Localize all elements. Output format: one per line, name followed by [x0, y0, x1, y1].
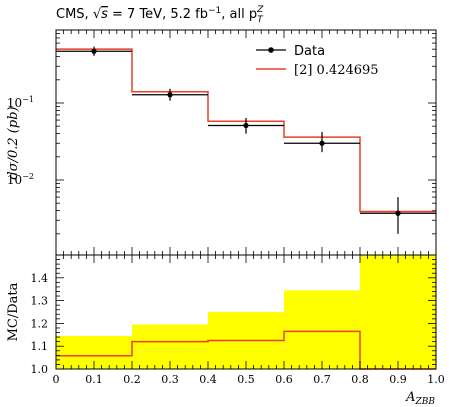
ratio-y-tick-label: 1.4: [31, 272, 49, 285]
data-point: [91, 48, 97, 54]
legend: Data [2] 0.424695: [256, 44, 379, 78]
x-tick-label: 0.1: [85, 373, 103, 386]
x-tick-label: 0: [53, 373, 60, 386]
ratio-line: [56, 330, 436, 370]
data-point: [243, 122, 249, 129]
ratio-y-tick-label: 1.1: [31, 340, 49, 353]
x-tick-label: 0.7: [313, 373, 331, 386]
ratio-plot: 1.0 1.1 1.2 1.3 1.4 0 0.1 0.2 0.3 0.4 0.5 0.6 0.7 0.8…: [31, 254, 445, 386]
data-point: [395, 210, 401, 216]
x-tick-label: 0.9: [389, 373, 407, 386]
x-tick-label: 0.5: [237, 373, 255, 386]
y-tick-label: 10−1: [7, 95, 34, 110]
uncertainty-band: [360, 255, 436, 369]
legend-data-label: Data: [294, 44, 325, 59]
ratio-y-tick-label: 1.2: [31, 317, 49, 330]
legend-data-marker-dot: [268, 47, 274, 53]
x-tick-label: 0.3: [161, 373, 179, 386]
data-point: [319, 140, 325, 146]
x-axis-label: AZBB: [405, 390, 435, 407]
ratio-y-tick-label: 1.3: [31, 295, 49, 308]
y-tick-label: 10−2: [7, 172, 34, 187]
main-y-axis-label: dσ/0.2 (pb): [6, 106, 21, 179]
x-tick-label: 0.4: [199, 373, 217, 386]
uncertainty-band: [284, 290, 360, 369]
data-point: [167, 92, 173, 98]
x-tick-label: 0.8: [351, 373, 369, 386]
chart-title: CMS, √s = 7 TeV, 5.2 fb−1, all pZ T: [56, 5, 264, 25]
x-tick-label: 1.0: [427, 373, 445, 386]
main-plot: 10−1 10−2: [7, 30, 437, 255]
x-tick-label: 0.2: [123, 373, 141, 386]
sqrt-arg: s: [101, 7, 108, 22]
main-plot-frame: [55, 29, 437, 256]
ratio-plot-frame: [55, 254, 437, 370]
legend-mc-label: [2] 0.424695: [294, 63, 379, 78]
ratio-y-axis-label: MC/Data: [6, 282, 21, 341]
ratio-y-tick-label: 1.0: [31, 363, 49, 376]
x-tick-label: 0.6: [275, 373, 293, 386]
